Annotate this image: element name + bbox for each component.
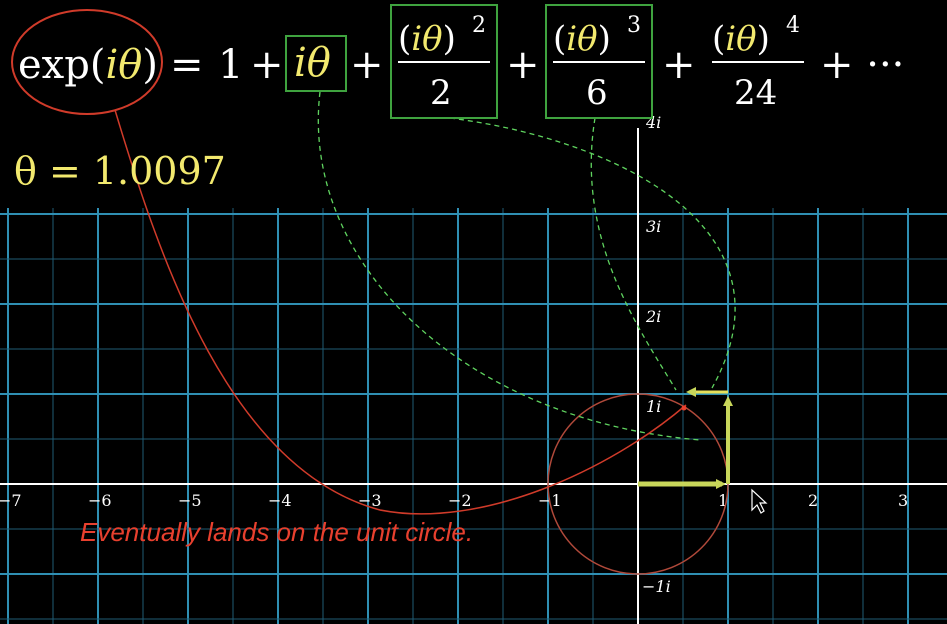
equation-equals: = <box>170 42 204 88</box>
term4-exponent: 4 <box>786 13 800 38</box>
term3-numerator: (iθ) <box>553 19 611 59</box>
term1-highlight-box <box>285 35 347 92</box>
equation-plus-4: + <box>662 42 696 88</box>
imaginary-tick-label: −1i <box>642 577 671 596</box>
caption-text: Eventually lands on the unit circle. <box>80 517 473 547</box>
real-tick-label: 1 <box>718 491 728 510</box>
equation-plus-1: + <box>250 42 284 88</box>
lhs-highlight-circle <box>11 9 163 115</box>
real-tick-label: −2 <box>448 491 472 510</box>
term3-exponent: 3 <box>627 13 641 38</box>
real-axis-tick-labels: −7 −6 −5 −4 −3 −2 −1 1 2 3 <box>0 491 908 510</box>
real-tick-label: −6 <box>88 491 112 510</box>
imaginary-tick-label: 2i <box>645 307 661 326</box>
imaginary-tick-label: 3i <box>646 217 661 236</box>
real-tick-label: 2 <box>808 491 818 510</box>
real-tick-label: −4 <box>268 491 292 510</box>
imaginary-tick-label: 1i <box>646 397 661 416</box>
sum-point <box>681 405 687 411</box>
equation-ellipsis: + ··· <box>820 42 904 88</box>
real-tick-label: −5 <box>178 491 202 510</box>
complex-plane-grid <box>0 208 947 624</box>
term2-connector-path <box>449 117 736 389</box>
equation-plus-3: + <box>506 42 540 88</box>
term2-highlight-box <box>390 4 498 119</box>
term2-denominator: 2 <box>430 73 452 113</box>
term3-denominator: 6 <box>586 73 608 113</box>
equation-lhs: exp(iθ) <box>18 42 158 88</box>
exp-to-circle-curve <box>114 109 687 515</box>
term3-connector-path <box>590 117 677 391</box>
equation-one: 1 <box>218 42 243 88</box>
real-tick-label: 3 <box>898 491 908 510</box>
term2-exponent: 2 <box>472 13 486 38</box>
imaginary-tick-label: 4i <box>645 113 661 132</box>
term3-highlight-box <box>545 4 653 119</box>
equation-plus-2: + <box>350 42 384 88</box>
term4-numerator: (iθ) <box>712 19 770 59</box>
term1-connector-path <box>317 91 701 441</box>
imaginary-axis-tick-labels: 4i 3i 2i 1i −1i <box>642 113 671 596</box>
taylor-series-equation: exp(iθ) = 1 + iθ + (iθ) 2 2 + (iθ) 3 6 +… <box>11 4 904 119</box>
real-tick-label: −7 <box>0 491 22 510</box>
mouse-cursor-icon <box>751 488 768 514</box>
term4-denominator: 24 <box>734 73 777 113</box>
term2-numerator: (iθ) <box>398 19 456 59</box>
term1: iθ <box>294 40 331 86</box>
theta-readout: θ = 1.0097 <box>14 149 226 193</box>
